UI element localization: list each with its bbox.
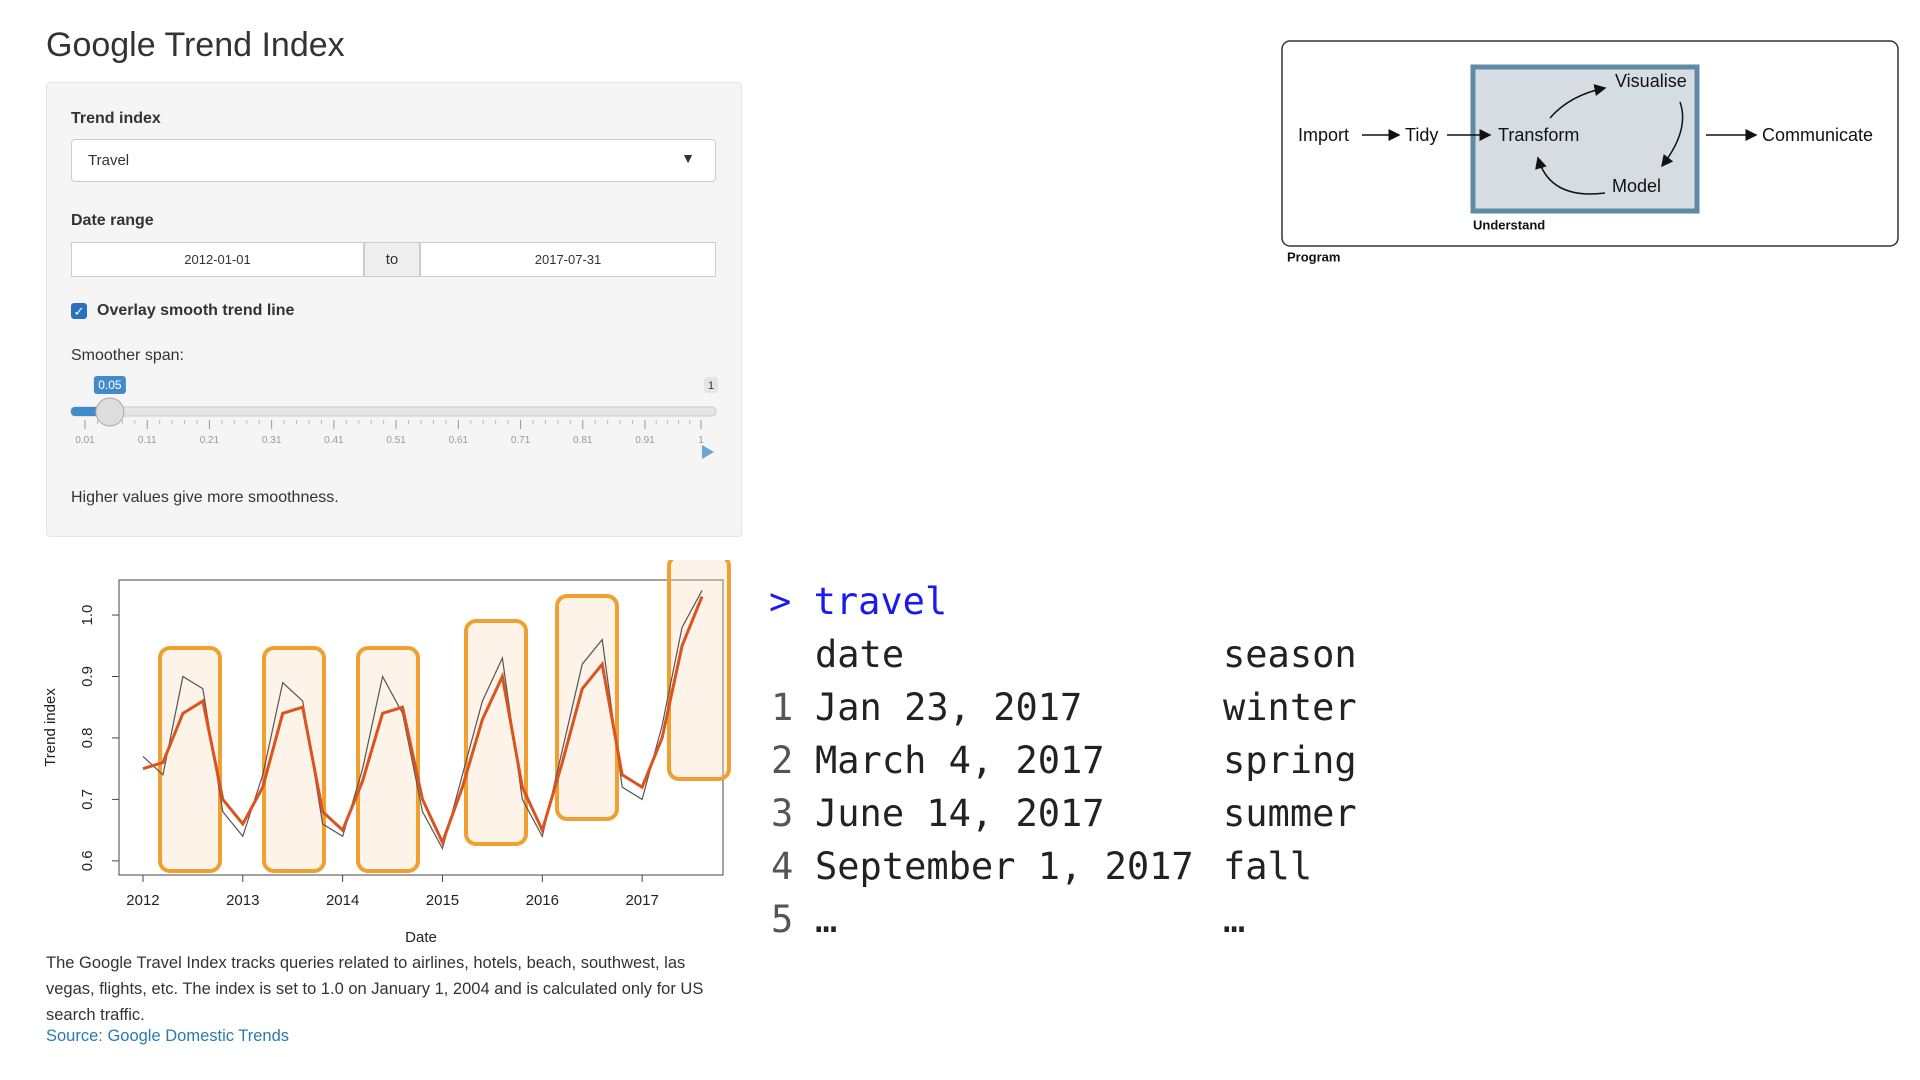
- help-text: Higher values give more smoothness.: [71, 489, 339, 506]
- date-start[interactable]: 2012-01-01: [71, 242, 364, 277]
- y-tick-label: 0.7: [79, 789, 96, 810]
- trend-select[interactable]: Travel ▼: [71, 139, 716, 182]
- date-separator: to: [364, 242, 420, 277]
- value-badge: [93, 376, 126, 394]
- cell: Jan 23, 2017: [815, 686, 1083, 729]
- node: Import: [1298, 125, 1349, 145]
- value-badge-label: 0.05: [98, 378, 122, 392]
- caption: The Google Travel Index tracks queries r…: [46, 954, 704, 1024]
- cell: March 4, 2017: [815, 739, 1105, 782]
- max-badge-label: 1: [708, 380, 714, 392]
- slider-tick-label: 0.81: [573, 435, 593, 446]
- command: travel: [813, 580, 948, 623]
- node: Transform: [1498, 125, 1579, 145]
- separator-text: to: [385, 251, 399, 268]
- diagram: Import Tidy Transform Visualise Model Co…: [1281, 40, 1899, 264]
- slider-tick-label: 0.41: [324, 435, 344, 446]
- trend-label: Trend index: [71, 110, 161, 127]
- date-start-text: 2012-01-01: [184, 252, 251, 267]
- highlight-box: [464, 619, 528, 846]
- understand-box: [1470, 64, 1700, 214]
- group-label: Understand: [1473, 217, 1545, 232]
- checkbox[interactable]: ✓: [71, 303, 87, 319]
- highlight-box: [262, 646, 326, 873]
- x-tick-label: 2014: [326, 892, 359, 909]
- source-link[interactable]: Source: Google Domestic Trends: [46, 1027, 290, 1045]
- y-tick-label: 0.8: [79, 728, 96, 749]
- node: Visualise: [1615, 71, 1687, 91]
- y-axis-label: Trend index: [42, 688, 59, 767]
- slider-tick-label: 0.71: [511, 435, 531, 446]
- date-end[interactable]: 2017-07-31: [420, 242, 716, 277]
- row-index: 1: [771, 686, 794, 729]
- slider-tick-label: 0.01: [75, 435, 95, 446]
- node: Tidy: [1405, 125, 1438, 145]
- cell: summer: [1223, 792, 1357, 835]
- slider-tick-label: 1: [698, 435, 704, 446]
- span-label: Smoother span:: [71, 347, 184, 364]
- node: Model: [1612, 176, 1661, 196]
- x-tick-label: 2016: [526, 892, 559, 909]
- row-index: 5: [771, 898, 794, 941]
- y-tick-label: 1.0: [79, 605, 96, 626]
- cell: winter: [1223, 686, 1357, 729]
- selected: Travel: [88, 152, 130, 169]
- x-tick-label: 2013: [226, 892, 259, 909]
- date-label: Date range: [71, 212, 154, 229]
- x-axis-label: Date: [405, 929, 437, 946]
- slider-tick-label: 0.31: [262, 435, 282, 446]
- y-tick-label: 0.9: [79, 666, 96, 687]
- chart: 2012 2013 2014 2015 2016 2017 0.6 0.7 0.8 0.9 1.0 D…: [42, 560, 731, 946]
- trend-line: [142, 596, 704, 847]
- slider[interactable]: 0.01 0.11 0.21 0.31 0.41 0.51 0.61 0.71 0.81 0.91…: [0, 0, 760, 470]
- highlight-box: [356, 646, 420, 873]
- highlight-box: [555, 594, 619, 821]
- group-label: Program: [1287, 249, 1340, 264]
- cell: …: [1223, 898, 1246, 941]
- row-index: 3: [771, 792, 794, 835]
- x-tick-label: 2012: [126, 892, 159, 909]
- slider-track: [70, 406, 717, 417]
- cell: fall: [1223, 845, 1313, 888]
- slider-tick-label: 0.91: [635, 435, 655, 446]
- cell: …: [815, 898, 838, 941]
- highlight-box: [667, 560, 731, 781]
- page-title: Google Trend Index: [46, 26, 345, 64]
- x-tick-label: 2015: [426, 892, 459, 909]
- y-tick-label: 0.6: [79, 850, 96, 871]
- cell: June 14, 2017: [815, 792, 1105, 835]
- node: Communicate: [1762, 125, 1873, 145]
- row-index: 4: [771, 845, 794, 888]
- cell: spring: [1223, 739, 1357, 782]
- checkbox-label: Overlay smooth trend line: [97, 302, 295, 319]
- row-index: 2: [771, 739, 794, 782]
- date-end-text: 2017-07-31: [534, 252, 602, 267]
- prompt: >: [769, 580, 792, 623]
- max-badge: [704, 377, 718, 393]
- program-box: [1281, 40, 1899, 247]
- play-button: [702, 445, 714, 459]
- slider-tick-label: 0.21: [200, 435, 220, 446]
- cell: September 1, 2017: [815, 845, 1194, 888]
- column-header: season: [1223, 633, 1357, 676]
- plot-box: [118, 579, 724, 876]
- slider-tick-label: 0.51: [386, 435, 406, 446]
- trend-line: [142, 590, 703, 851]
- slider-tick-label: 0.61: [449, 435, 469, 446]
- column-header: date: [815, 633, 905, 676]
- slider-handle: [95, 397, 125, 427]
- console-command: > travel: [769, 580, 947, 623]
- slider-tick-label: 0.11: [138, 435, 157, 446]
- x-tick-label: 2017: [625, 892, 658, 909]
